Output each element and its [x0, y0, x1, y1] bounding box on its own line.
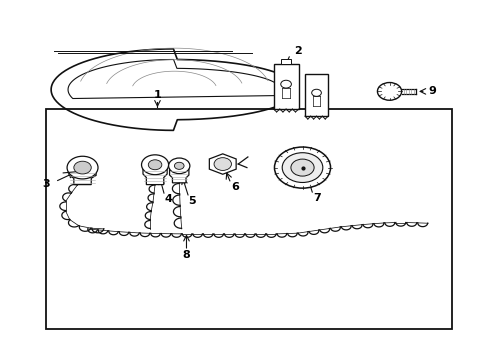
- Circle shape: [141, 155, 168, 175]
- Circle shape: [174, 162, 183, 169]
- Circle shape: [377, 82, 401, 100]
- Text: 7: 7: [312, 193, 320, 203]
- Circle shape: [290, 159, 313, 176]
- Circle shape: [168, 158, 189, 174]
- Polygon shape: [209, 154, 236, 174]
- Text: 6: 6: [230, 182, 238, 192]
- Text: 3: 3: [42, 179, 50, 189]
- Circle shape: [280, 80, 291, 88]
- Circle shape: [67, 156, 98, 179]
- Text: 9: 9: [427, 86, 435, 96]
- Bar: [46, 109, 451, 329]
- Polygon shape: [142, 168, 167, 185]
- Bar: [273, 64, 298, 109]
- Circle shape: [214, 158, 231, 170]
- Bar: [281, 59, 290, 64]
- Polygon shape: [169, 168, 188, 183]
- Bar: [305, 74, 327, 116]
- Text: 2: 2: [293, 46, 301, 56]
- Text: 5: 5: [188, 196, 196, 206]
- Circle shape: [311, 89, 321, 96]
- Polygon shape: [69, 169, 96, 185]
- Text: 8: 8: [182, 250, 190, 260]
- Circle shape: [274, 147, 330, 188]
- Circle shape: [282, 153, 322, 183]
- Text: 4: 4: [164, 194, 172, 204]
- Circle shape: [148, 160, 162, 170]
- Circle shape: [74, 161, 91, 174]
- Text: 1: 1: [153, 90, 161, 100]
